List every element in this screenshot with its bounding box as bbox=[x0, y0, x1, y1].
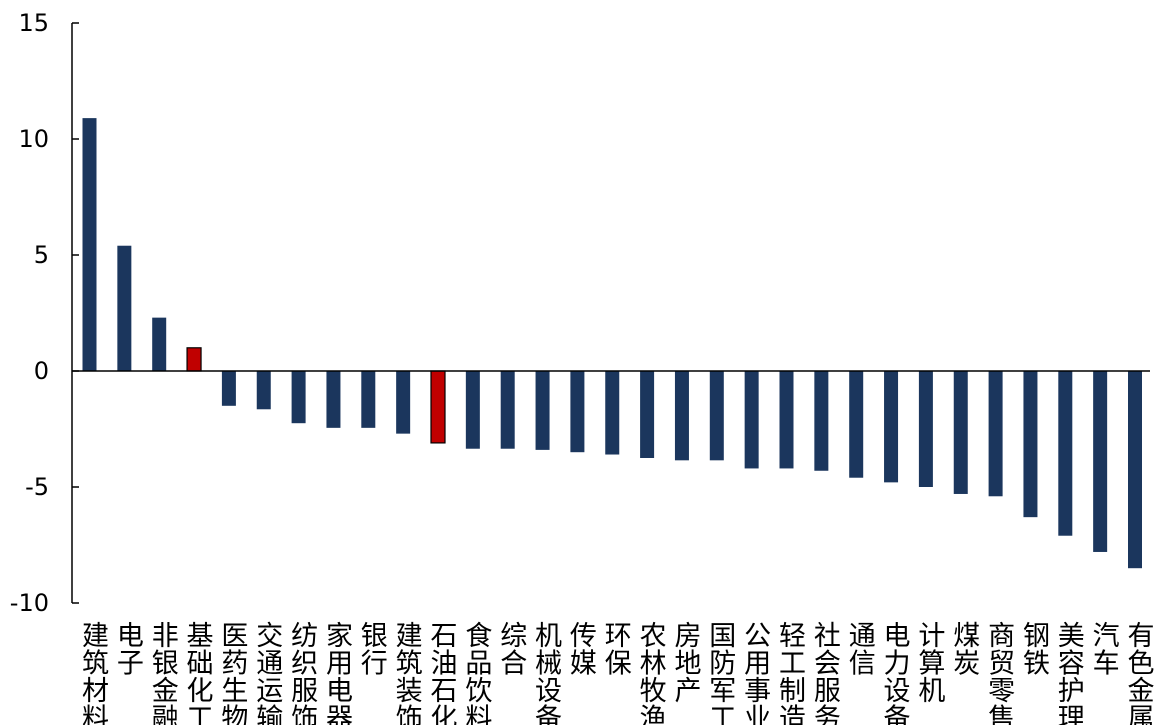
bar-28 bbox=[1023, 371, 1038, 518]
bar-6 bbox=[256, 371, 271, 410]
y-tick-label: -10 bbox=[10, 589, 49, 617]
category-label: 有色金属 bbox=[1128, 621, 1155, 725]
bar-10 bbox=[396, 371, 411, 434]
bar-20 bbox=[744, 371, 759, 469]
bar-9 bbox=[361, 371, 376, 428]
category-label: 传媒 bbox=[570, 621, 597, 680]
category-label: 非银金融 bbox=[152, 621, 179, 725]
category-label: 计算机 bbox=[918, 621, 945, 707]
bar-18 bbox=[674, 371, 689, 461]
category-label: 建筑材料 bbox=[82, 621, 109, 725]
bar-14 bbox=[535, 371, 550, 450]
category-label: 建筑装饰 bbox=[396, 621, 423, 725]
category-label: 交通运输 bbox=[256, 621, 283, 725]
bar-2 bbox=[117, 245, 132, 371]
category-label: 农林牧渔 bbox=[640, 621, 667, 725]
category-label: 医药生物 bbox=[221, 621, 248, 725]
category-label: 钢铁 bbox=[1023, 621, 1050, 680]
category-label: 电力设备 bbox=[884, 621, 911, 725]
category-label: 食品饮料 bbox=[465, 621, 492, 725]
category-label: 社会服务 bbox=[814, 621, 841, 725]
category-label: 商贸零售 bbox=[988, 621, 1015, 725]
bar-27 bbox=[988, 371, 1003, 497]
category-label: 汽车 bbox=[1093, 621, 1120, 680]
bars bbox=[82, 118, 1142, 569]
bar-25 bbox=[918, 371, 933, 487]
category-label: 房地产 bbox=[674, 621, 701, 707]
y-axis: 15 10 5 0 -5 -10 bbox=[10, 9, 79, 617]
bar-8 bbox=[326, 371, 341, 428]
bar-31 bbox=[1128, 371, 1142, 569]
category-label: 机械设备 bbox=[535, 621, 562, 725]
category-label: 综合 bbox=[500, 621, 527, 680]
y-tick-label: 5 bbox=[34, 241, 49, 269]
bar-13 bbox=[500, 371, 515, 449]
category-label: 家用电器 bbox=[326, 621, 353, 725]
bar-21 bbox=[779, 371, 794, 469]
y-tick-label: 15 bbox=[18, 9, 49, 37]
bar-17 bbox=[640, 371, 655, 458]
category-label: 石油石化 bbox=[431, 621, 458, 725]
bar-29 bbox=[1058, 371, 1073, 536]
category-label: 电子 bbox=[117, 621, 144, 680]
bar-19 bbox=[709, 371, 724, 461]
y-tick-label: 0 bbox=[34, 357, 49, 385]
category-label: 环保 bbox=[605, 621, 632, 680]
category-label: 轻工制造 bbox=[779, 621, 806, 725]
bar-23 bbox=[849, 371, 864, 478]
category-label: 基础化工 bbox=[187, 621, 214, 725]
bar-16 bbox=[605, 371, 620, 455]
bar-24 bbox=[884, 371, 899, 483]
bar-22 bbox=[814, 371, 829, 471]
bar-1 bbox=[82, 118, 97, 372]
bar-5 bbox=[221, 371, 236, 406]
bar-12 bbox=[465, 371, 480, 449]
category-label: 通信 bbox=[849, 621, 876, 680]
category-label: 国防军工 bbox=[709, 621, 736, 725]
category-labels: 建筑材料电子非银金融基础化工医药生物交通运输纺织服饰家用电器银行建筑装饰石油石化… bbox=[82, 621, 1155, 725]
category-label: 美容护理 bbox=[1058, 621, 1085, 725]
bar-7 bbox=[291, 371, 306, 424]
bar-26 bbox=[953, 371, 968, 494]
bar-3 bbox=[152, 317, 167, 371]
bar-4 bbox=[186, 347, 202, 372]
bar-15 bbox=[570, 371, 585, 453]
y-tick-label: 10 bbox=[18, 125, 49, 153]
bar-30 bbox=[1093, 371, 1108, 552]
y-tick-label: -5 bbox=[25, 473, 49, 501]
category-label: 纺织服饰 bbox=[291, 621, 318, 725]
category-label: 银行 bbox=[361, 621, 388, 680]
bar-11 bbox=[430, 370, 446, 444]
category-label: 公用事业 bbox=[744, 621, 771, 725]
category-label: 煤炭 bbox=[953, 621, 980, 680]
